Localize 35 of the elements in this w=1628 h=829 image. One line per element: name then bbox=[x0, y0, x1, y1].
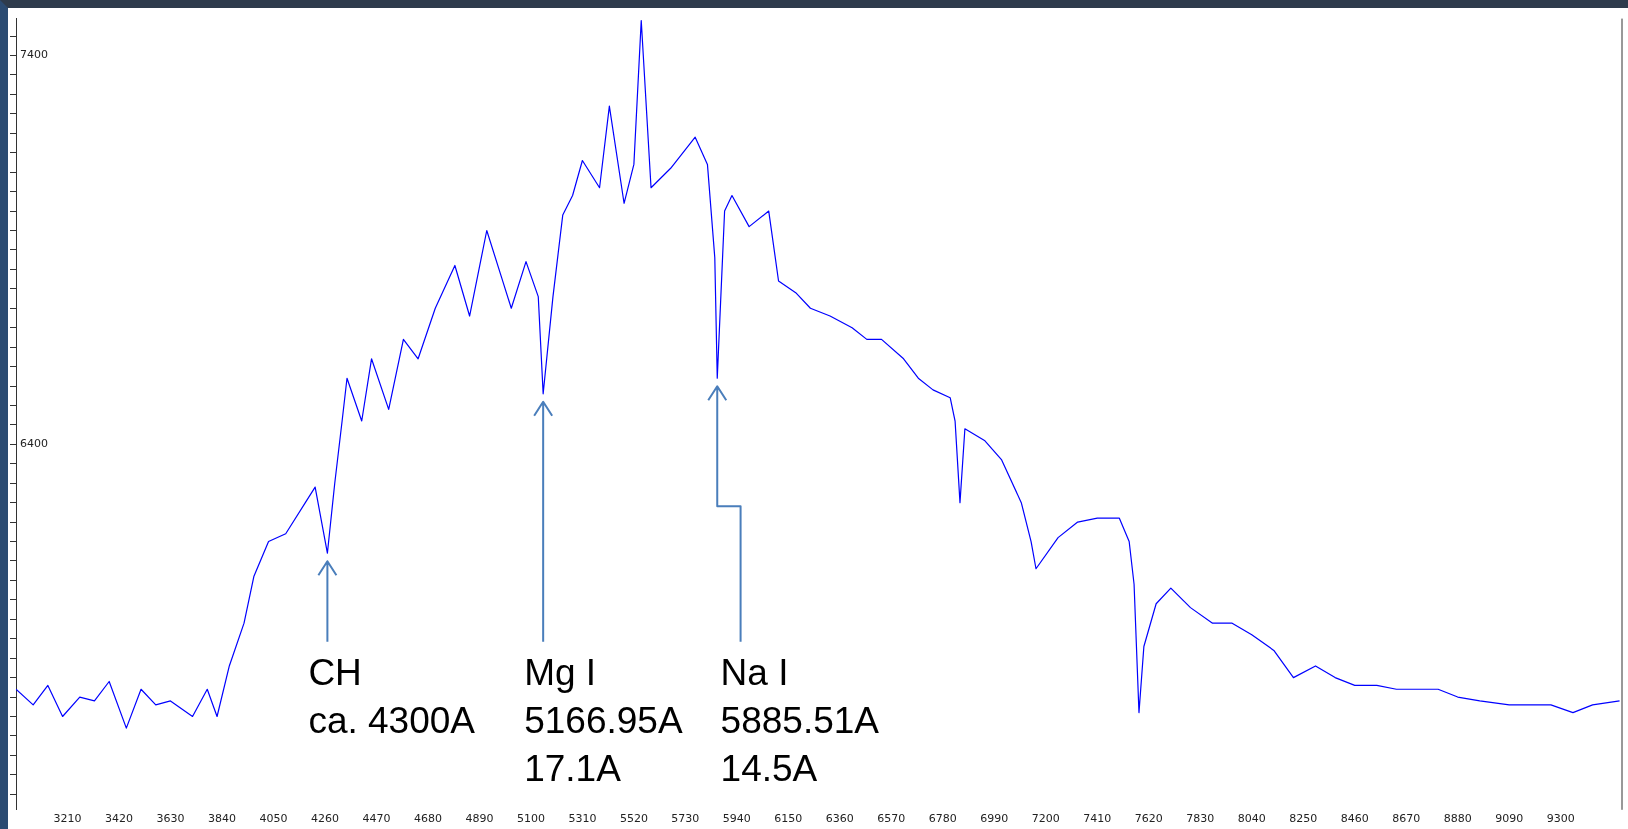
annotation: Na I 5885.51A 14.5A bbox=[720, 651, 880, 789]
y-tick-label: 6400 bbox=[20, 437, 48, 451]
x-tick-label: 5520 bbox=[619, 812, 648, 826]
x-tick-label: 6150 bbox=[774, 812, 803, 826]
x-tick-label: 7410 bbox=[1083, 812, 1112, 826]
x-tick-label: 8460 bbox=[1340, 812, 1369, 826]
x-tick-label: 4260 bbox=[310, 812, 339, 826]
y-tick-label: 7400 bbox=[20, 48, 48, 62]
x-tick-label: 9090 bbox=[1495, 812, 1524, 826]
x-tick-label: 3630 bbox=[156, 812, 185, 826]
x-tick-label: 6360 bbox=[825, 812, 854, 826]
x-tick-label: 4890 bbox=[465, 812, 494, 826]
x-tick-label: 3840 bbox=[207, 812, 236, 826]
x-tick-label: 3210 bbox=[53, 812, 82, 826]
x-tick-label: 7620 bbox=[1134, 812, 1163, 826]
x-tick-label: 7200 bbox=[1031, 812, 1060, 826]
annotation: CH ca. 4300A bbox=[308, 651, 476, 741]
x-tick-label: 5730 bbox=[671, 812, 700, 826]
x-tick-label: 7830 bbox=[1186, 812, 1215, 826]
x-tick-label: 9300 bbox=[1546, 812, 1575, 826]
x-tick-label: 8250 bbox=[1289, 812, 1318, 826]
x-tick-label: 5940 bbox=[722, 812, 751, 826]
x-tick-label: 6990 bbox=[980, 812, 1009, 826]
x-tick-label: 8040 bbox=[1237, 812, 1266, 826]
annotation: Mg I 5166.95A 17.1A bbox=[524, 651, 683, 789]
x-tick-label: 4680 bbox=[413, 812, 442, 826]
x-tick-label: 4470 bbox=[362, 812, 391, 826]
x-tick-label: 8670 bbox=[1392, 812, 1421, 826]
x-tick-label: 6780 bbox=[928, 812, 957, 826]
x-tick-label: 4050 bbox=[259, 812, 288, 826]
x-tick-label: 5100 bbox=[516, 812, 545, 826]
x-tick-label: 6570 bbox=[877, 812, 906, 826]
x-tick-label: 3420 bbox=[104, 812, 133, 826]
x-tick-label: 8880 bbox=[1443, 812, 1472, 826]
x-tick-label: 5310 bbox=[568, 812, 597, 826]
